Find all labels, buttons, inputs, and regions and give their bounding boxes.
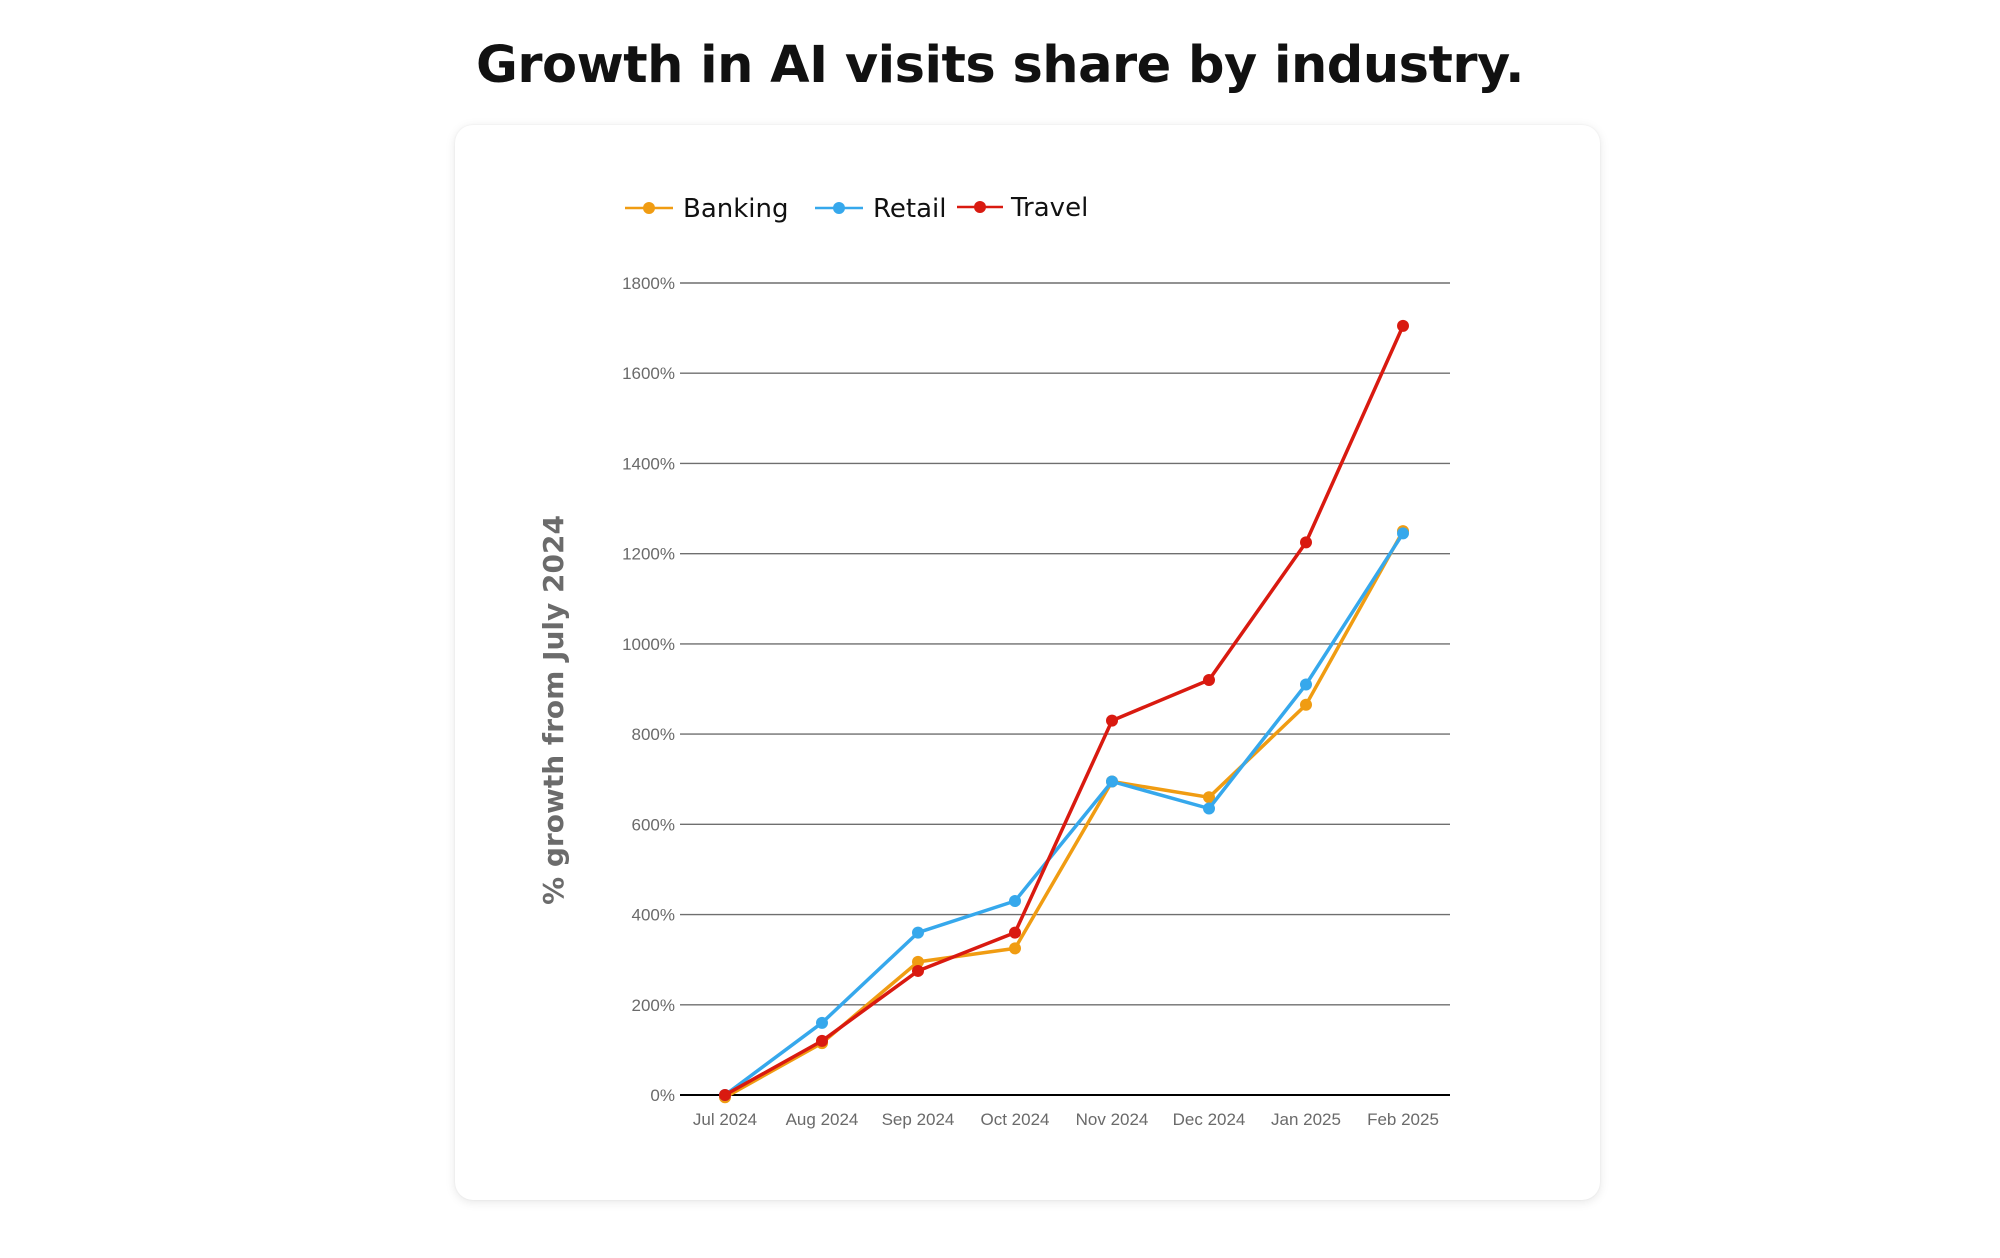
y-tick-label: 1000%: [622, 635, 675, 654]
legend-marker-travel: [974, 201, 986, 213]
data-point-retail: [1300, 678, 1312, 691]
x-tick-label: Jan 2025: [1271, 1110, 1341, 1129]
data-point-banking: [912, 955, 924, 968]
x-tick-label: Feb 2025: [1367, 1110, 1439, 1129]
data-point-travel: [1397, 319, 1409, 332]
y-tick-label: 600%: [632, 815, 675, 834]
x-tick-label: Aug 2024: [786, 1110, 859, 1129]
data-point-retail: [912, 926, 924, 939]
data-point-retail: [1203, 802, 1215, 815]
data-point-banking: [1203, 791, 1215, 804]
data-point-travel: [719, 1089, 731, 1101]
data-point-retail: [1397, 527, 1409, 540]
y-tick-label: 800%: [632, 725, 675, 744]
legend-label-banking: Banking: [683, 194, 789, 224]
series-line-travel: [723, 324, 1405, 1097]
x-tick-label: Dec 2024: [1173, 1110, 1246, 1129]
y-tick-label: 1400%: [622, 454, 675, 473]
y-tick-label: 1200%: [622, 545, 675, 564]
page-title: Growth in AI visits share by industry.: [476, 36, 1524, 95]
data-point-banking: [1009, 942, 1021, 955]
data-point-retail: [1009, 895, 1021, 908]
y-tick-label: 0%: [650, 1086, 675, 1105]
x-tick-label: Sep 2024: [882, 1110, 955, 1129]
data-point-travel: [1009, 926, 1021, 939]
legend-marker-retail: [833, 202, 845, 214]
data-point-retail: [1106, 775, 1118, 788]
data-point-travel: [912, 964, 924, 977]
data-point-retail: [816, 1016, 828, 1029]
data-point-travel: [816, 1034, 828, 1047]
legend-label-travel: Travel: [1010, 193, 1088, 223]
y-tick-label: 400%: [632, 906, 675, 925]
data-point-travel: [1106, 714, 1118, 727]
x-tick-label: Jul 2024: [693, 1110, 757, 1129]
data-point-travel: [1300, 536, 1312, 549]
data-point-banking: [1300, 698, 1312, 711]
y-tick-label: 1800%: [622, 274, 675, 293]
legend-label-retail: Retail: [873, 194, 946, 224]
series-line-banking: [723, 529, 1405, 1100]
data-point-travel: [1203, 673, 1215, 686]
y-tick-label: 1600%: [622, 364, 675, 383]
y-axis-title: % growth from July 2024: [537, 515, 570, 905]
series-line-retail: [723, 531, 1405, 1097]
chart-card: 0% 200% 400% 600% 800% 1000% 1200% 1400% 1600% 18…: [455, 125, 1600, 1200]
line-chart: 0% 200% 400% 600% 800% 1000% 1200% 1400% 1600% 18…: [537, 193, 1450, 1129]
y-tick-label: 200%: [632, 996, 675, 1015]
x-tick-label: Oct 2024: [981, 1110, 1050, 1129]
legend-marker-banking: [643, 202, 655, 214]
x-tick-label: Nov 2024: [1076, 1110, 1149, 1129]
